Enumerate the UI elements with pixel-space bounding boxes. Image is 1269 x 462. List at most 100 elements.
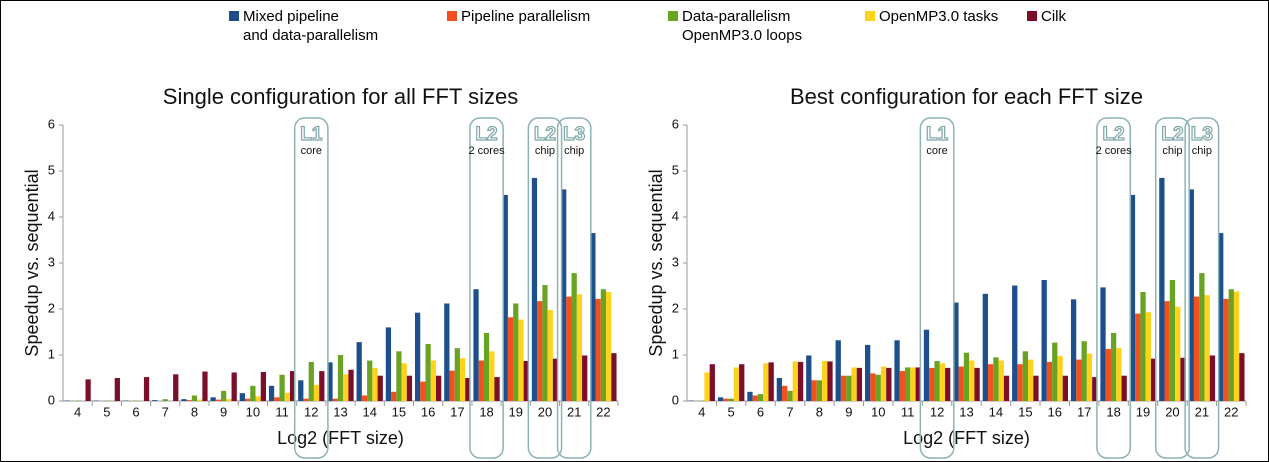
x-tick-label: 19 [509, 404, 523, 419]
bar [274, 397, 280, 401]
legend-label: Cilk [1041, 8, 1066, 25]
legend-label: OpenMP3.0 tasks [879, 8, 999, 25]
x-tick-label: 21 [567, 404, 581, 419]
cache-scope-label: chip [564, 145, 584, 157]
bar [523, 360, 529, 401]
x-tick-label: 17 [1077, 404, 1091, 419]
x-tick-label: 22 [596, 404, 610, 419]
x-tick-label: 4 [698, 404, 705, 419]
bar [717, 397, 724, 401]
x-tick-label: 21 [1195, 404, 1209, 419]
bar [1017, 364, 1023, 401]
x-tick-label: 18 [1106, 404, 1120, 419]
cache-annotation-box [919, 117, 955, 459]
bar [811, 380, 817, 401]
legend-swatch [1027, 11, 1037, 21]
bar [723, 398, 729, 401]
bar [1022, 351, 1028, 401]
legend-item: Data-parallelism OpenMP3.0 loops [668, 7, 802, 45]
bar [939, 363, 946, 401]
bar [816, 380, 823, 401]
bar [1188, 189, 1194, 401]
legend-swatch [668, 11, 678, 21]
bar [425, 343, 431, 401]
bar [547, 309, 553, 401]
bar [436, 375, 442, 401]
bar [478, 360, 484, 401]
y-tick-label: 2 [48, 300, 55, 315]
bar [993, 357, 999, 401]
x-tick-label: 15 [392, 404, 406, 419]
y-tick-label: 4 [48, 208, 55, 223]
bar [260, 372, 267, 401]
x-axis-label: Log2 (FFT size) [277, 428, 404, 448]
bar [1233, 291, 1240, 401]
x-tick-label: 12 [930, 404, 944, 419]
cache-annotation-box [1096, 117, 1132, 459]
x-tick-label: 16 [1048, 404, 1062, 419]
bar [982, 293, 988, 401]
bar [776, 378, 783, 401]
y-tick-label: 1 [48, 346, 55, 361]
bar [215, 399, 222, 401]
cache-scope-label: chip [1162, 145, 1182, 157]
bar [1218, 233, 1224, 401]
bar [244, 398, 251, 401]
bar [361, 395, 368, 401]
bar [1003, 375, 1010, 401]
y-tick-label: 5 [48, 162, 55, 177]
y-axis-label: Speedup vs. sequential [22, 169, 42, 356]
bar [1135, 313, 1141, 401]
bar [465, 378, 471, 401]
bar [787, 390, 793, 401]
x-tick-label: 16 [421, 404, 435, 419]
bar [319, 371, 325, 401]
legend-item: Mixed pipeline and data-parallelism [229, 7, 378, 45]
bar [782, 385, 788, 401]
bar [747, 391, 753, 401]
legend: Mixed pipeline and data-parallelism Pipel… [1, 7, 1268, 63]
cache-level-label: L2 [534, 124, 556, 145]
legend-swatch [865, 11, 875, 21]
bar [268, 385, 275, 401]
bar [1239, 353, 1245, 401]
cache-annotation-box [527, 117, 563, 459]
bar [454, 348, 460, 401]
cache-annotation-box [469, 117, 504, 459]
y-tick-label: 4 [672, 208, 679, 223]
bar [704, 372, 710, 401]
bar [576, 294, 583, 401]
bar [899, 371, 906, 401]
cache-level-label: L3 [1191, 124, 1213, 145]
bar [449, 370, 455, 401]
y-tick-label: 5 [672, 162, 679, 177]
x-tick-label: 14 [362, 404, 376, 419]
y-tick-label: 0 [48, 392, 55, 407]
bar [385, 327, 392, 401]
legend-item: Pipeline parallelism [447, 7, 590, 26]
x-tick-label: 19 [1136, 404, 1150, 419]
x-axis-label: Log2 (FFT size) [903, 428, 1030, 448]
bar [430, 360, 437, 401]
bar [1159, 177, 1165, 401]
bar [1140, 291, 1146, 401]
y-tick-label: 6 [672, 116, 679, 131]
bar [953, 302, 959, 401]
bar [537, 301, 543, 401]
bar [595, 298, 601, 401]
chart-title: Best configuration for each FFT size [790, 84, 1143, 109]
bar [332, 398, 338, 401]
bar [1175, 306, 1181, 401]
x-tick-label: 9 [220, 404, 227, 419]
bar [875, 374, 881, 401]
x-tick-label: 8 [816, 404, 823, 419]
bar [910, 367, 916, 401]
bar [880, 366, 887, 401]
bar [846, 375, 852, 401]
bar [143, 377, 150, 401]
bar [542, 285, 548, 401]
bar [923, 329, 930, 401]
bar [566, 296, 572, 401]
bar [1041, 280, 1047, 401]
